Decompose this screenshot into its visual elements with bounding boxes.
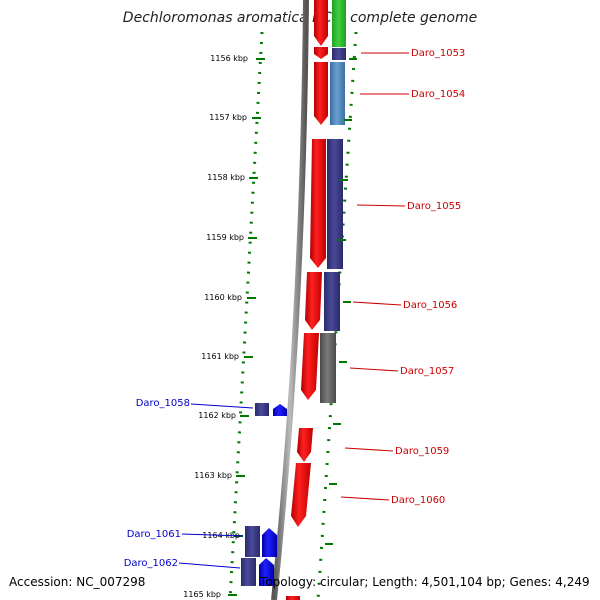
gene-label-daro-1061[interactable]: Daro_1061 bbox=[127, 529, 181, 540]
gene-daro-1053 bbox=[314, 47, 328, 59]
kbp-tick-label: 1165 kbp bbox=[183, 590, 221, 599]
gene-daro-1060 bbox=[291, 463, 311, 527]
kbp-tick-label: 1159 kbp bbox=[206, 233, 244, 242]
gene-label-daro-1060[interactable]: Daro_1060 bbox=[391, 495, 445, 506]
gene-label-daro-1056[interactable]: Daro_1056 bbox=[403, 300, 457, 311]
gene-daro-1057 bbox=[301, 333, 319, 400]
gene-daro-1057-partner bbox=[320, 333, 336, 403]
gene-labels: Daro_1053 Daro_1054 Daro_1055 Daro_1056 … bbox=[124, 48, 466, 569]
gene-label-daro-1058[interactable]: Daro_1058 bbox=[136, 398, 190, 409]
kbp-tick-label: 1157 kbp bbox=[209, 113, 247, 122]
gene-label-daro-1059[interactable]: Daro_1059 bbox=[395, 446, 449, 457]
accession-text: Accession: NC_007298 bbox=[9, 575, 146, 589]
kbp-tick-label: 1162 kbp bbox=[198, 411, 236, 420]
gene-daro-1058-arrow bbox=[273, 404, 287, 416]
gene-daro-1062 bbox=[241, 558, 256, 586]
label-leaders bbox=[178, 52, 409, 569]
outer-markers bbox=[325, 58, 357, 545]
gene-daro-1055-partner bbox=[327, 139, 343, 269]
genome-summary-text: Topology: circular; Length: 4,501,104 bp… bbox=[260, 575, 590, 589]
kbp-scale: 1156 kbp 1157 kbp 1158 kbp 1159 kbp 1160… bbox=[183, 54, 265, 599]
gene-daro-1058 bbox=[255, 403, 269, 416]
kbp-tick-label: 1160 kbp bbox=[204, 293, 242, 302]
gene-label-daro-1055[interactable]: Daro_1055 bbox=[407, 201, 461, 212]
gene-daro-1053-partner bbox=[332, 48, 346, 60]
gene-daro-1056-partner bbox=[324, 272, 340, 331]
leader-daro-1056 bbox=[352, 301, 402, 306]
gene-label-daro-1057[interactable]: Daro_1057 bbox=[400, 366, 454, 377]
leader-daro-1062 bbox=[178, 562, 241, 569]
kbp-tick-label: 1158 kbp bbox=[207, 173, 245, 182]
gene-label-daro-1053[interactable]: Daro_1053 bbox=[411, 48, 465, 59]
gene-daro-1059 bbox=[297, 428, 313, 462]
leader-daro-1061 bbox=[181, 533, 244, 537]
map-title: Dechloromonas aromatica RCB, complete ge… bbox=[122, 10, 478, 26]
leader-daro-1058 bbox=[190, 403, 254, 409]
gene-daro-1061 bbox=[245, 526, 260, 557]
gene-daro-1054-partner bbox=[330, 62, 345, 125]
leader-daro-1060 bbox=[340, 496, 390, 501]
leader-daro-1057 bbox=[349, 367, 399, 372]
gene-daro-1062-arrow bbox=[259, 558, 274, 586]
gene-arrow-bottom bbox=[286, 596, 300, 600]
gene-block-green bbox=[332, 0, 346, 47]
gene-label-daro-1062[interactable]: Daro_1062 bbox=[124, 558, 178, 569]
gene-daro-1061-arrow bbox=[262, 528, 277, 557]
gene-daro-1054 bbox=[314, 62, 328, 125]
leader-daro-1059 bbox=[344, 447, 394, 452]
leader-daro-1055 bbox=[356, 204, 406, 207]
kbp-tick-label: 1163 kbp bbox=[194, 471, 232, 480]
kbp-tick-label: 1156 kbp bbox=[210, 54, 248, 63]
gene-daro-1056 bbox=[305, 272, 322, 330]
genome-backbone bbox=[271, 0, 309, 600]
gene-label-daro-1054[interactable]: Daro_1054 bbox=[411, 89, 465, 100]
gene-daro-1055 bbox=[310, 139, 326, 268]
gene-blocks bbox=[241, 0, 346, 600]
kbp-tick-label: 1161 kbp bbox=[201, 352, 239, 361]
gene-arrow-top bbox=[314, 0, 328, 46]
